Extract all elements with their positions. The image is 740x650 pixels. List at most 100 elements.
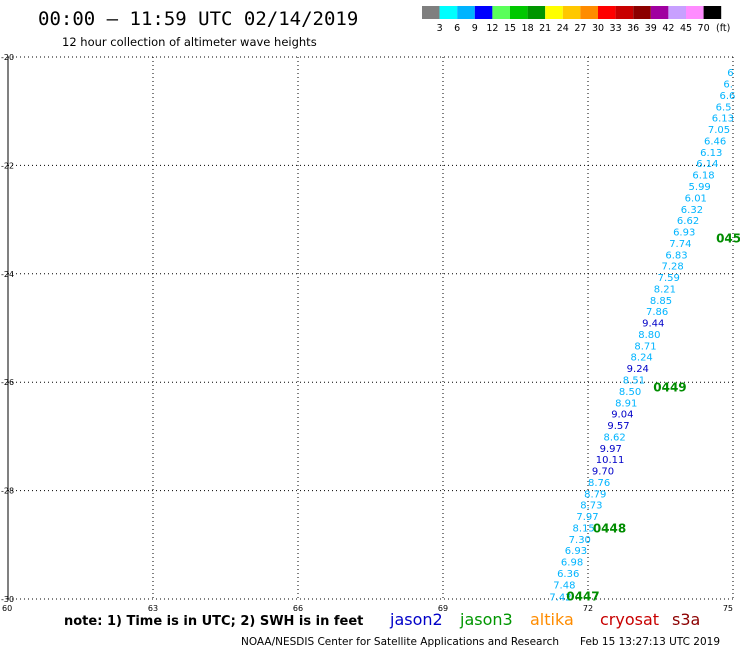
color-scale-swatch: [633, 6, 651, 19]
color-scale-label: 3: [437, 23, 443, 34]
x-tick-label: 60: [2, 604, 12, 613]
color-scale-label: 36: [627, 23, 639, 34]
satellite-label-altika: altika: [530, 610, 574, 629]
color-scale-label: 39: [645, 23, 657, 34]
wave-height-label: 5.99: [689, 182, 711, 193]
plot-grid: [7, 56, 734, 600]
wave-height-label: 6.32: [681, 205, 703, 216]
wave-height-label: 6.62: [677, 216, 699, 227]
chart-title: 00:00 – 11:59 UTC 02/14/2019: [38, 8, 358, 30]
generated-timestamp: Feb 15 13:27:13 UTC 2019: [580, 636, 720, 648]
wave-height-label: 8.73: [580, 501, 602, 512]
y-tick-label: -26: [1, 378, 14, 387]
color-scale-swatch: [580, 6, 598, 19]
wave-height-label: 6.36: [557, 569, 579, 580]
wave-height-label: 8.91: [615, 398, 637, 409]
color-scale-swatch: [510, 6, 528, 19]
color-scale-swatch: [668, 6, 686, 19]
wave-height-label: 6.18: [692, 171, 714, 182]
wave-height-label: 8.79: [584, 489, 606, 500]
color-scale-label: 18: [522, 23, 534, 34]
pass-time-label: 0448: [593, 522, 626, 536]
wave-height-label: 8.50: [619, 387, 641, 398]
x-tick-label: 75: [723, 604, 733, 613]
color-scale-label: 70: [698, 23, 710, 34]
y-tick-label: -22: [1, 161, 14, 170]
wave-height-label: 7.48: [553, 580, 575, 591]
wave-height-label: 6.6: [719, 91, 735, 102]
color-scale-swatch: [545, 6, 563, 19]
satellite-label-jason2: jason2: [389, 610, 443, 629]
pass-time-label: 0447: [566, 589, 599, 603]
color-scale-swatch: [650, 6, 669, 19]
color-scale-label: 42: [662, 23, 674, 34]
wave-height-label: 7.97: [576, 512, 598, 523]
color-scale-unit: (ft): [716, 23, 730, 34]
wave-height-label: 9.70: [592, 467, 614, 478]
y-tick-label: -24: [1, 270, 14, 279]
color-scale-legend: 3 6 9 12 15 18 21 24 27 30 33 36 39 42 45 70: [422, 6, 722, 34]
wave-height-label: 7.42: [549, 592, 571, 603]
wave-height-label: 6.98: [561, 558, 583, 569]
x-tick-label: 72: [583, 604, 593, 613]
wave-height-label: 9.44: [642, 319, 664, 330]
color-scale-label: 12: [486, 23, 498, 34]
wave-height-label: 6: [727, 68, 733, 79]
wave-height-label: 6.13: [712, 114, 734, 125]
wave-height-label: 7.30: [569, 535, 591, 546]
wave-height-label: 8.15: [573, 523, 595, 534]
axis-ticks: 60 63 66 69 72 75 -20 -22 -24 -26 -28 -30: [1, 53, 733, 613]
footnote: note: 1) Time is in UTC; 2) SWH is in fe…: [64, 614, 363, 629]
color-scale-swatch: [562, 6, 581, 19]
wave-height-label: 7.74: [669, 239, 691, 250]
color-scale-swatch: [457, 6, 475, 19]
wave-height-label: 6.83: [665, 250, 687, 261]
wave-height-label: 6.46: [704, 136, 726, 147]
pass-time-label: 045: [716, 232, 740, 246]
chart-subtitle: 12 hour collection of altimeter wave hei…: [62, 35, 317, 49]
wave-height-label: 6.01: [685, 193, 707, 204]
wave-height-label: 7.59: [658, 273, 680, 284]
wave-height-label: 7.05: [708, 125, 730, 136]
wave-height-label: 6.: [723, 80, 733, 91]
y-tick-label: -20: [1, 53, 14, 62]
credit-line: NOAA/NESDIS Center for Satellite Applica…: [241, 636, 559, 648]
wave-height-label: 8.62: [603, 432, 625, 443]
satellite-label-cryosat: cryosat: [600, 610, 659, 629]
wave-height-label: 9.04: [611, 410, 633, 421]
wave-height-label: 8.24: [631, 353, 653, 364]
color-scale-swatch: [439, 6, 458, 19]
x-tick-label: 63: [148, 604, 158, 613]
wave-height-label: 6.14: [696, 159, 718, 170]
wave-height-label: 9.57: [607, 421, 629, 432]
wave-height-label: 8.51: [623, 375, 645, 386]
color-scale-label: 33: [610, 23, 622, 34]
color-scale-swatch: [527, 6, 546, 19]
color-scale-label: 9: [472, 23, 478, 34]
pass-time-label: 0449: [653, 381, 686, 395]
color-scale-swatch: [703, 6, 722, 19]
color-scale-label: 45: [680, 23, 692, 34]
color-scale-label: 30: [592, 23, 604, 34]
wave-height-label: 8.80: [638, 330, 660, 341]
color-scale-swatch: [686, 6, 704, 19]
wave-height-label: 8.21: [654, 284, 676, 295]
wave-height-label: 6.5: [716, 102, 732, 113]
wave-height-label: 8.85: [650, 296, 672, 307]
y-tick-label: -30: [1, 595, 14, 604]
wave-height-label: 9.97: [600, 444, 622, 455]
color-scale-swatch: [422, 6, 440, 19]
satellite-label-jason3: jason3: [459, 610, 513, 629]
wave-height-label: 7.28: [661, 262, 683, 273]
wave-height-label: 10.11: [596, 455, 625, 466]
x-tick-label: 66: [293, 604, 303, 613]
wave-height-label: 8.76: [588, 478, 610, 489]
x-tick-label: 69: [438, 604, 448, 613]
color-scale-swatch: [615, 6, 634, 19]
color-scale-label: 15: [504, 23, 516, 34]
color-scale-swatch: [474, 6, 493, 19]
color-scale-label: 27: [574, 23, 586, 34]
color-scale-label: 21: [539, 23, 551, 34]
wave-height-label: 6.93: [673, 228, 695, 239]
color-scale-label: 24: [557, 23, 569, 34]
